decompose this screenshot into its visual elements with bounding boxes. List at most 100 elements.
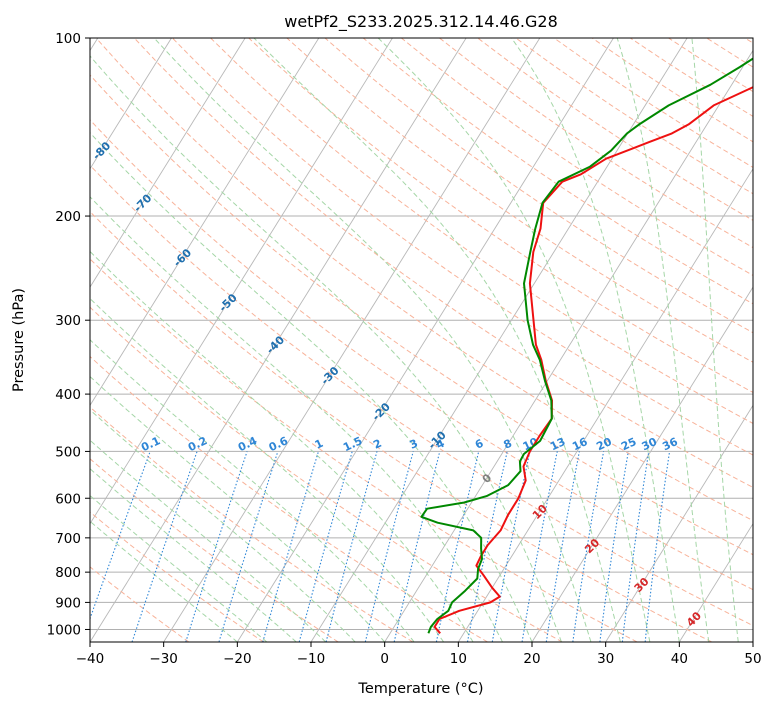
dry-adiabat — [90, 511, 264, 642]
mixing-ratio-line — [435, 451, 480, 642]
isotherm-20 — [531, 286, 753, 642]
adiabat-label: 0 — [480, 471, 495, 486]
y-tick-label: 700 — [55, 531, 81, 547]
plot-frame — [89, 37, 754, 643]
x-axis: −40 −30 −20 −10 0 10 20 30 40 50 — [76, 642, 762, 667]
adiabat-label: 10 — [530, 502, 550, 522]
y-tick-label: 1000 — [47, 622, 81, 638]
isotherm-0 — [384, 49, 753, 642]
x-tick-label: −40 — [76, 651, 105, 667]
mixing-ratio-line — [364, 451, 414, 642]
sounding-traces — [420, 57, 753, 634]
dry-adiabat — [668, 38, 753, 93]
mixing-ratio-label: 13 — [548, 435, 567, 453]
mixing-ratio-label: 16 — [570, 435, 590, 453]
isotherm--60 — [90, 38, 320, 407]
moist-adiabat — [377, 38, 651, 642]
y-tick-label: 200 — [55, 209, 81, 225]
mixing-ratio-line — [521, 451, 558, 642]
adiabat-label: 40 — [684, 609, 704, 629]
adiabat-label: 30 — [632, 575, 652, 595]
x-tick-label: −30 — [149, 651, 178, 667]
x-tick-label: 40 — [671, 651, 688, 667]
dry-adiabat — [90, 164, 753, 627]
dry-adiabat — [744, 38, 753, 44]
dry-adiabat — [90, 566, 190, 642]
adiabat-label: -100 — [0, 48, 24, 77]
dry-adiabat — [90, 355, 488, 642]
dry-adiabat — [210, 38, 753, 425]
moist-adiabat — [90, 375, 386, 642]
isotherm--30 — [163, 38, 541, 642]
y-axis: 100 200 300 400 500 600 700 800 900 1000 — [47, 31, 90, 638]
dry-adiabat — [706, 38, 753, 68]
moist-adiabat — [153, 38, 592, 642]
dewpoint-line — [420, 57, 753, 634]
x-tick-label: 20 — [523, 651, 540, 667]
dry-adiabat — [286, 38, 753, 363]
moist-adiabat — [511, 38, 680, 642]
moist-adiabat — [90, 250, 474, 642]
dry-adiabat — [90, 306, 563, 642]
mixing-ratio-line — [393, 451, 441, 642]
moist-adiabat — [253, 38, 621, 642]
dry-adiabat — [172, 38, 753, 456]
mixing-ratio-line — [131, 451, 198, 642]
adiabat-label: -50 — [216, 291, 239, 314]
mixing-ratio-label: 25 — [619, 435, 638, 453]
y-tick-label: 100 — [55, 31, 81, 47]
temperature-line — [433, 86, 753, 634]
isotherm-40 — [678, 522, 753, 642]
moist-adiabat — [691, 38, 739, 642]
dry-adiabat — [248, 38, 753, 394]
x-tick-label: 10 — [450, 651, 467, 667]
adiabat-label: -70 — [131, 191, 154, 214]
moist-adiabat — [90, 520, 238, 642]
mixing-ratio-line — [185, 451, 248, 642]
dry-adiabat — [439, 38, 753, 249]
mixing-ratio-label: 36 — [660, 435, 680, 453]
isotherm--70 — [90, 38, 246, 288]
x-tick-label: 0 — [380, 651, 389, 667]
dry-adiabat — [90, 458, 339, 642]
x-tick-label: 30 — [597, 651, 614, 667]
adiabat-label: -80 — [90, 139, 113, 162]
dry-adiabat — [90, 210, 712, 642]
dry-adiabat — [90, 406, 414, 642]
moist-adiabat — [90, 494, 268, 642]
y-tick-label: 500 — [55, 444, 81, 460]
dry-adiabat — [133, 38, 753, 488]
adiabat-label: -20 — [370, 400, 393, 423]
y-tick-label: 900 — [55, 595, 81, 611]
isotherm-50 — [752, 641, 753, 642]
mixing-ratio-label: 2 — [371, 437, 383, 452]
isotherm--20 — [236, 38, 614, 642]
isotherm--40 — [90, 38, 467, 642]
moist-adiabat — [90, 468, 297, 642]
x-axis-label: Temperature (°C) — [357, 681, 483, 697]
y-tick-label: 800 — [55, 565, 81, 581]
mixing-ratio-line — [262, 451, 320, 642]
mixing-ratio-line — [325, 451, 378, 642]
mixing-ratio-line — [298, 451, 353, 642]
mixing-ratio-line — [644, 451, 671, 642]
isotherm--50 — [90, 38, 393, 525]
moist-adiabat — [90, 55, 562, 642]
mixing-ratio-label: 30 — [640, 435, 660, 453]
y-tick-label: 400 — [55, 387, 81, 403]
x-tick-label: 50 — [744, 651, 761, 667]
dry-adiabat — [362, 38, 753, 305]
adiabat-label: -90 — [45, 94, 68, 117]
mixing-ratio-line — [621, 451, 650, 642]
moist-adiabat — [616, 38, 710, 642]
x-tick-label: −10 — [297, 651, 326, 667]
mixing-ratio-label: 20 — [594, 435, 614, 453]
dry-adiabat — [90, 119, 753, 591]
y-axis-label: Pressure (hPa) — [11, 288, 27, 392]
moist-adiabat — [90, 409, 356, 642]
moist-adiabat — [90, 297, 445, 642]
moist-adiabat — [90, 339, 415, 642]
isotherm-30 — [605, 404, 753, 642]
mixing-ratio-line — [90, 451, 151, 621]
